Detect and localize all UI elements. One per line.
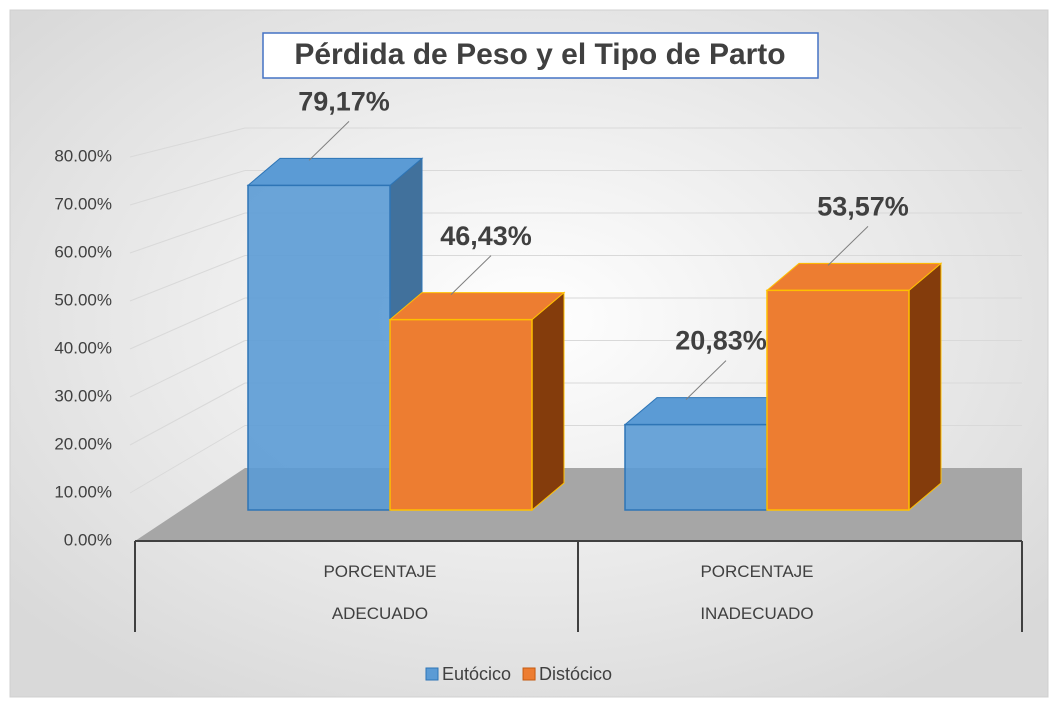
leader-line [827,226,869,266]
grid-line [129,340,246,398]
data-label: 20,83% [675,326,767,356]
data-label: 79,17% [298,87,390,117]
bar [389,318,533,511]
y-tick-label: 10.00% [54,482,112,501]
data-label: 46,43% [440,221,532,251]
leader-line [308,121,350,161]
y-tick-label: 60.00% [54,242,112,261]
y-tick-label: 50.00% [54,290,112,309]
bar [247,184,391,511]
y-tick-label: 20.00% [54,434,112,453]
y-tick-label: 70.00% [54,194,112,213]
grid-line [129,382,246,446]
grid-line [129,170,246,206]
title-box [262,32,819,79]
legend-swatch [522,667,536,681]
y-tick-label: 40.00% [54,338,112,357]
data-label: 53,57% [817,191,909,221]
y-tick-label: 80.00% [54,146,112,165]
y-tick-label: 0.00% [64,530,112,549]
grid-line [129,127,246,158]
legend-swatch [425,667,439,681]
bar [766,289,910,511]
grid-line [129,212,246,254]
legend-label: Distócico [539,664,612,684]
legend-label: Eutócico [442,664,511,684]
bar-side [531,291,565,512]
x-tick-label: PORCENTAJE INADECUADO [700,562,814,623]
grid-line [129,255,246,302]
leader-line [450,255,492,295]
leader-line [685,360,727,400]
y-tick-label: 30.00% [54,386,112,405]
chart-title: Pérdida de Peso y el Tipo de Parto [294,38,785,71]
grid-line [129,425,246,494]
grid-line [129,297,246,350]
x-tick-label: PORCENTAJE ADECUADO [323,562,437,623]
bar-side [908,262,942,512]
bar [624,423,768,511]
